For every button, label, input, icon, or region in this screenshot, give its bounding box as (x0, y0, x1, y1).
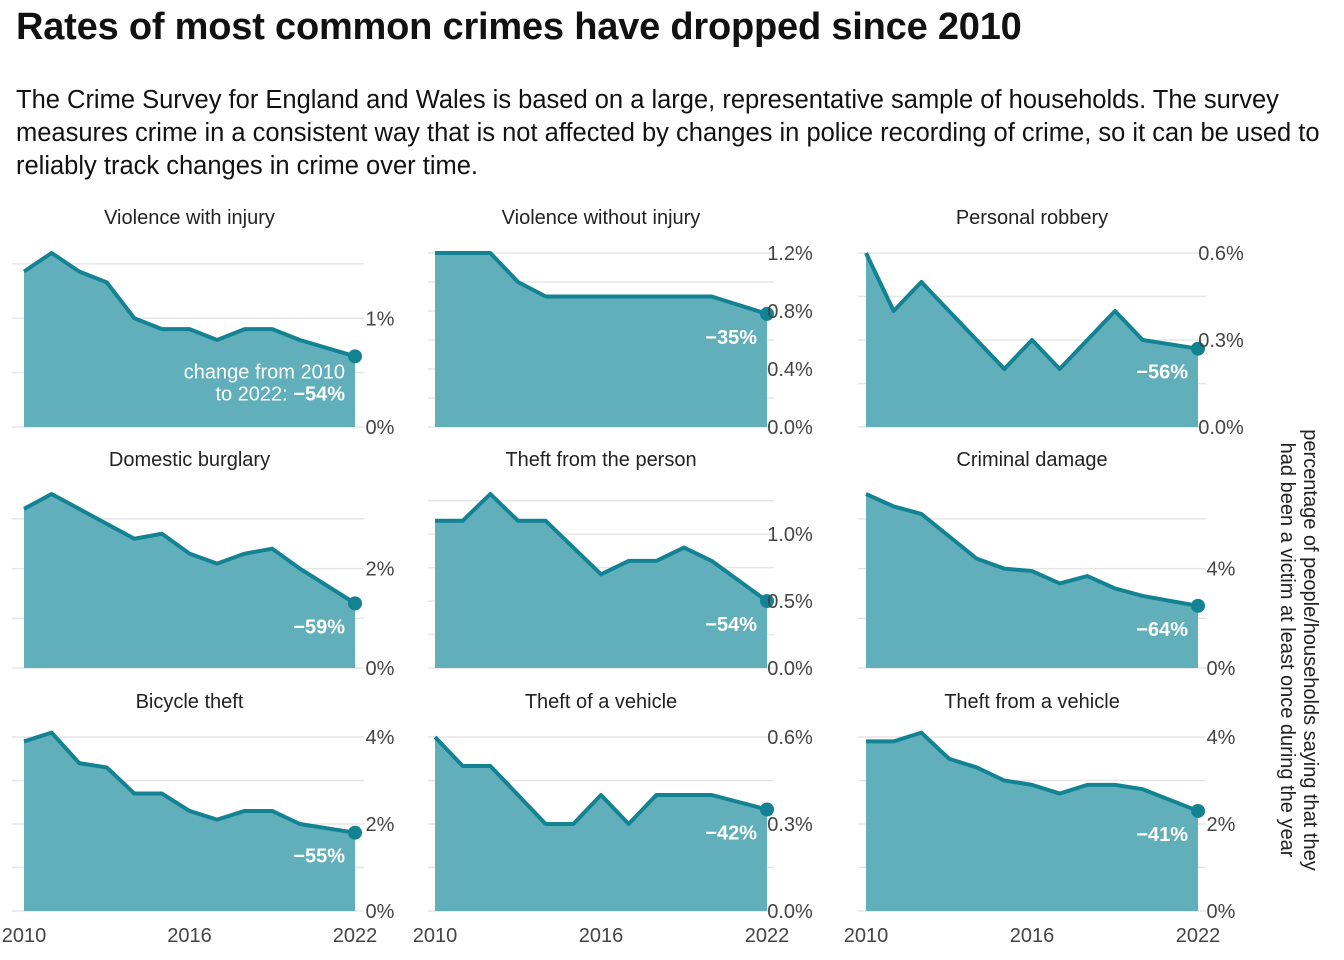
y-tick-label: 0.6% (767, 727, 813, 749)
x-tick-label: 2016 (579, 925, 624, 947)
panel-title: Theft of a vehicle (525, 691, 677, 713)
x-tick-label: 2022 (333, 925, 378, 947)
end-point (1191, 341, 1205, 356)
panel-title: Criminal damage (956, 449, 1107, 471)
end-point (348, 349, 362, 364)
y-tick-label: 0% (366, 658, 395, 680)
area-fill (24, 732, 355, 911)
change-annotation-line2: to 2022: −54% (215, 383, 345, 405)
y-tick-label: 0.5% (767, 591, 813, 613)
series-line (864, 252, 1199, 371)
y-tick-label: 0.4% (767, 359, 813, 381)
change-label: −41% (1136, 824, 1188, 846)
series-line (22, 251, 356, 359)
y-tick-label: 1% (366, 308, 395, 330)
y-tick-label: 0.0% (767, 901, 813, 923)
change-annotation-line1: change from 2010 (184, 361, 345, 383)
y-tick-label: 1.0% (767, 524, 813, 546)
y-tick-label: 4% (366, 727, 395, 749)
x-tick-label: 2010 (2, 925, 47, 947)
series-line (433, 735, 768, 826)
series-line (435, 492, 769, 603)
panel-title: Theft from a vehicle (944, 691, 1120, 713)
panel-title: Theft from the person (505, 449, 696, 471)
y-axis-label: had been a victim at least once during t… (1276, 443, 1298, 858)
series-line (865, 492, 1199, 608)
panel-title: Violence with injury (104, 207, 275, 229)
change-label: −56% (1136, 362, 1188, 384)
x-tick-label: 2016 (1010, 925, 1055, 947)
y-tick-label: 2% (1207, 814, 1236, 836)
series-line (866, 730, 1199, 813)
y-tick-label: 4% (1207, 559, 1236, 581)
change-label: −59% (293, 616, 345, 638)
y-tick-label: 0.3% (767, 814, 813, 836)
end-point (760, 802, 774, 817)
y-tick-label: 0.8% (767, 301, 813, 323)
y-tick-label: 0% (1207, 658, 1236, 680)
x-tick-label: 2016 (167, 925, 212, 947)
end-point (1191, 598, 1205, 613)
x-tick-label: 2022 (1176, 925, 1221, 947)
y-tick-label: 0% (1207, 901, 1236, 923)
series-line (23, 730, 356, 835)
y-tick-label: 2% (366, 814, 395, 836)
y-tick-label: 0.3% (1198, 330, 1244, 352)
x-tick-label: 2010 (413, 925, 458, 947)
y-tick-label: 0.0% (767, 417, 813, 439)
end-point (1191, 803, 1205, 818)
panel-title: Bicycle theft (136, 691, 244, 713)
y-tick-label: 4% (1207, 727, 1236, 749)
change-label: −55% (293, 846, 345, 868)
change-label: −42% (705, 823, 757, 845)
area-fill (866, 732, 1198, 911)
change-label: −35% (705, 327, 757, 349)
panel-title: Violence without injury (502, 207, 701, 229)
x-tick-label: 2022 (745, 925, 790, 947)
y-axis-label: percentage of people/households saying t… (1299, 429, 1321, 870)
chart-title: Rates of most common crimes have dropped… (16, 6, 1022, 48)
y-tick-label: 0.0% (767, 658, 813, 680)
area-fill (24, 494, 355, 668)
area-fill (24, 253, 355, 427)
end-point (348, 596, 362, 611)
area-fill (866, 494, 1198, 668)
y-tick-label: 0% (366, 417, 395, 439)
y-tick-label: 1.2% (767, 243, 813, 265)
end-point (760, 594, 774, 609)
series-line (435, 251, 768, 316)
y-tick-label: 2% (366, 559, 395, 581)
chart-subtitle: The Crime Survey for England and Wales i… (16, 86, 1320, 180)
panel-title: Domestic burglary (109, 449, 270, 471)
y-tick-label: 0.6% (1198, 243, 1244, 265)
series-line (23, 492, 357, 606)
y-tick-label: 0.0% (1198, 417, 1244, 439)
x-tick-label: 2010 (844, 925, 889, 947)
area-fill (435, 737, 767, 911)
end-point (348, 825, 362, 840)
change-label: −54% (705, 614, 757, 636)
area-fill (435, 494, 767, 668)
end-point (760, 306, 774, 321)
y-tick-label: 0% (366, 901, 395, 923)
panel-title: Personal robbery (956, 207, 1108, 229)
change-label: −64% (1136, 619, 1188, 641)
